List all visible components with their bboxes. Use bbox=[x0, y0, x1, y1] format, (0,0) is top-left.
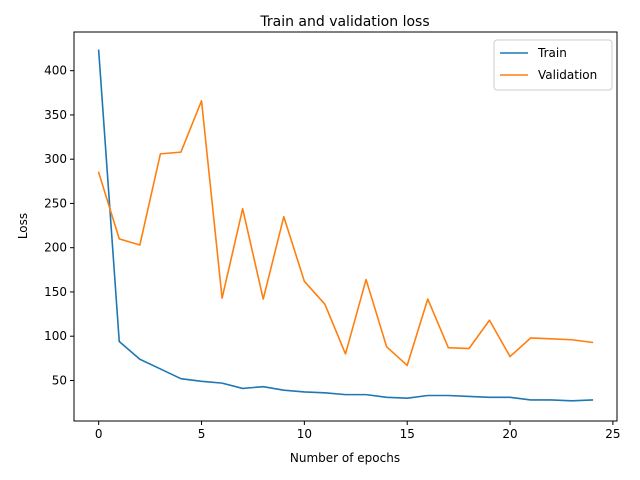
plot-frame bbox=[73, 31, 618, 422]
y-tick-label: 200 bbox=[44, 241, 67, 255]
series-line-validation bbox=[97, 99, 594, 367]
x-tick-label: 10 bbox=[297, 427, 312, 441]
y-tick-label: 400 bbox=[44, 64, 67, 78]
y-tick-label: 50 bbox=[52, 373, 67, 387]
legend-label-validation: Validation bbox=[538, 68, 597, 82]
x-axis-ticks: 0 5 10 15 20 25 bbox=[95, 421, 621, 441]
legend: Train Validation bbox=[493, 39, 613, 91]
series-lines bbox=[97, 49, 594, 402]
legend-label-train: Train bbox=[537, 46, 567, 60]
y-tick-label: 100 bbox=[44, 329, 67, 343]
y-tick-label: 150 bbox=[44, 285, 67, 299]
x-tick-label: 5 bbox=[198, 427, 206, 441]
y-axis-ticks: 50 100 150 200 250 300 350 400 bbox=[44, 64, 74, 387]
x-tick-label: 15 bbox=[400, 427, 415, 441]
y-axis-label: Loss bbox=[16, 213, 30, 239]
x-tick-label: 0 bbox=[95, 427, 103, 441]
y-tick-label: 350 bbox=[44, 108, 67, 122]
y-tick-label: 300 bbox=[44, 152, 67, 166]
x-axis-label: Number of epochs bbox=[290, 451, 400, 465]
x-tick-label: 20 bbox=[502, 427, 517, 441]
chart-title: Train and validation loss bbox=[259, 14, 429, 30]
x-tick-label: 25 bbox=[605, 427, 620, 441]
y-tick-label: 250 bbox=[44, 196, 67, 210]
series-line-train bbox=[97, 49, 594, 402]
